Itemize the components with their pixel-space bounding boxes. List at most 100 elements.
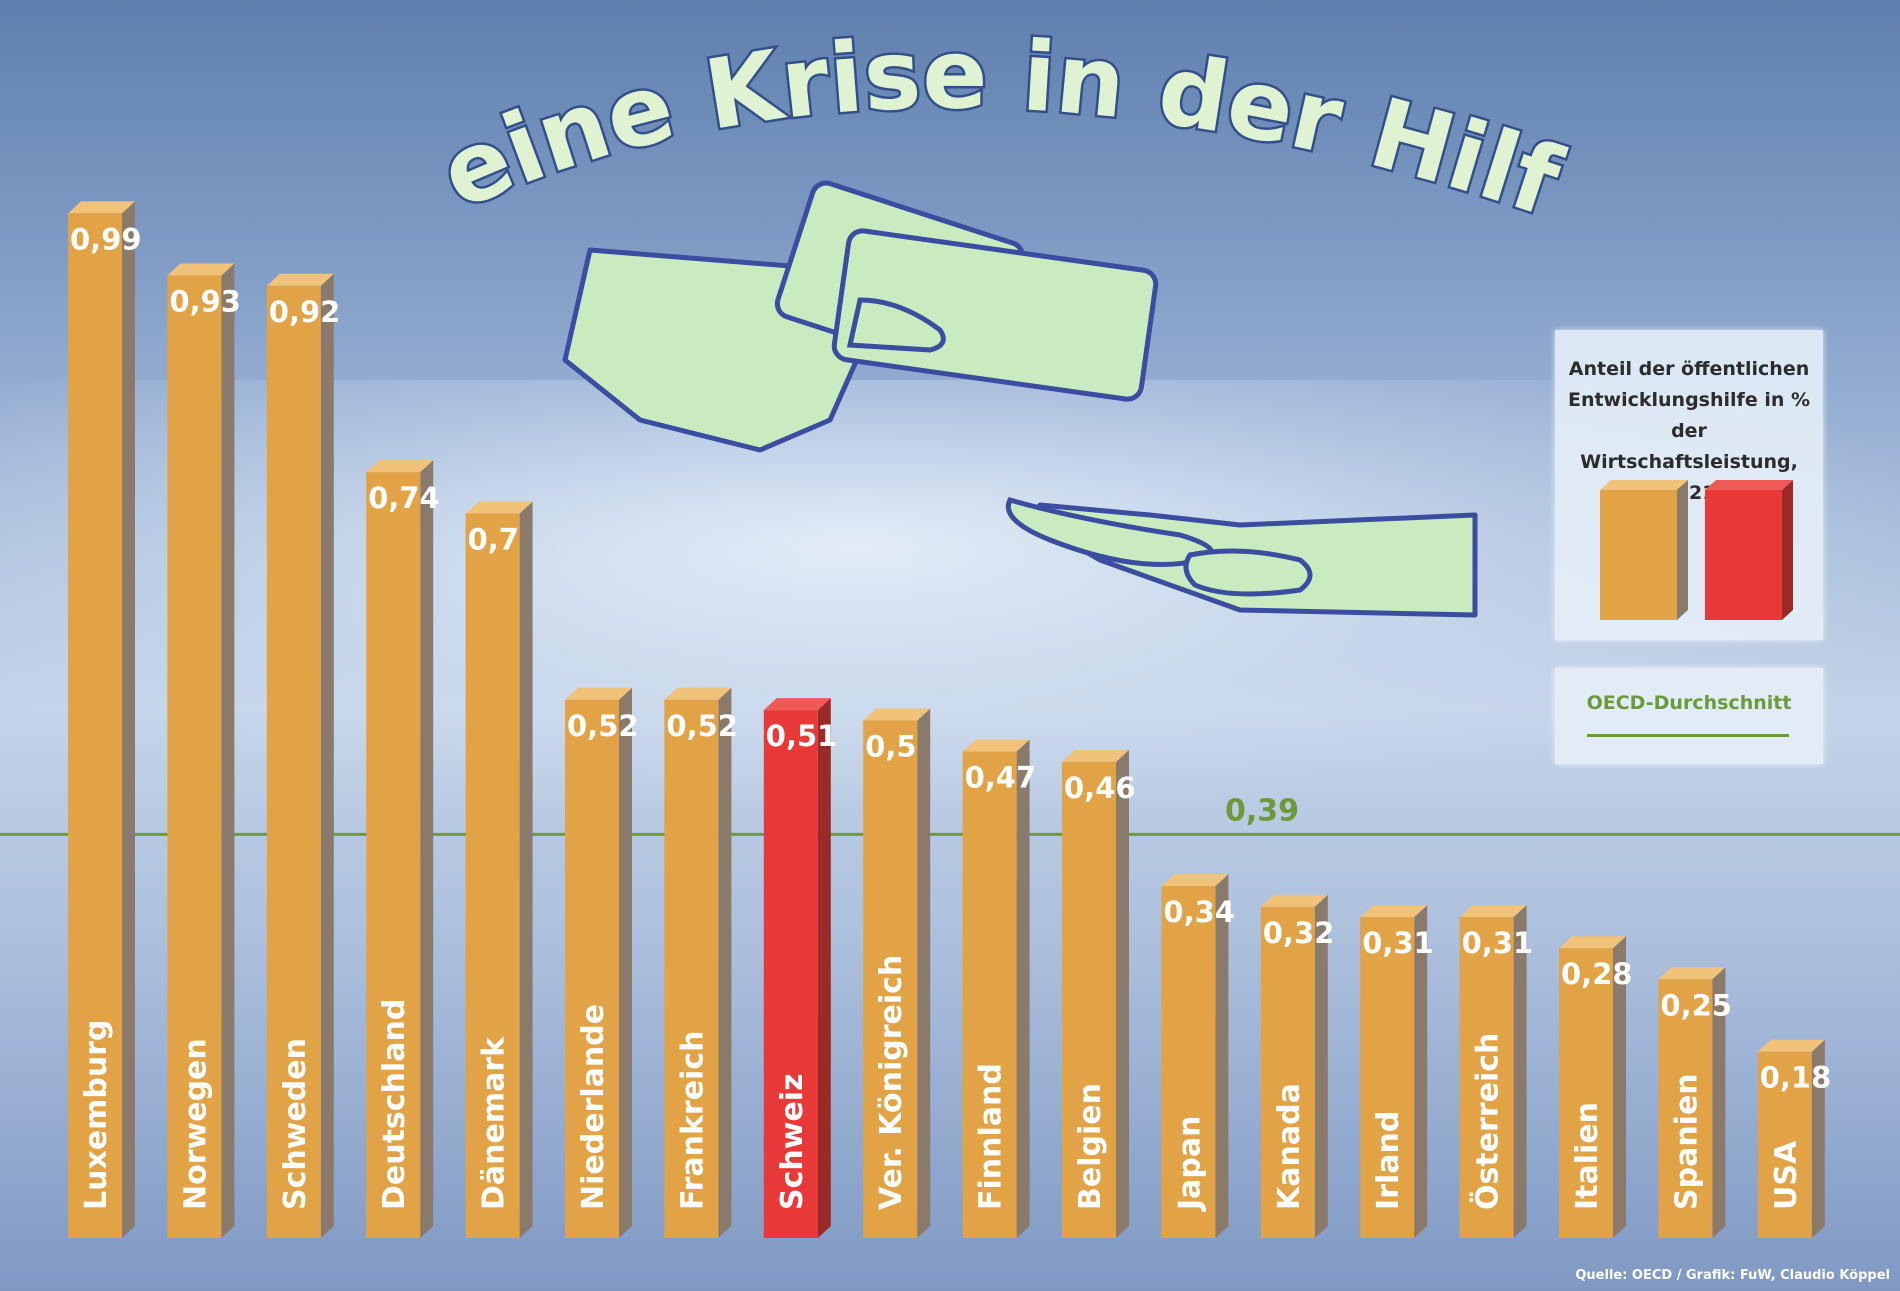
bar-category-label: Kanada [1272, 1083, 1307, 1210]
bar [1658, 967, 1726, 1238]
bar-front [68, 213, 122, 1239]
bar-front [863, 720, 918, 1238]
bar [664, 687, 732, 1238]
bar-value-label: 0,52 [666, 709, 738, 743]
bar-top [863, 708, 931, 721]
bar-side [1016, 739, 1030, 1238]
bar-top [1459, 905, 1527, 918]
bar-category-label: USA [1769, 1140, 1804, 1210]
legend-swatch-orange [1600, 480, 1688, 620]
bar-top [266, 273, 334, 286]
bar-front [1161, 886, 1216, 1238]
bar-category-label: Luxemburg [79, 1019, 114, 1210]
bar-front [465, 513, 520, 1238]
bar-category-label: Schweiz [775, 1073, 810, 1210]
bar-value-label: 0,74 [368, 481, 440, 515]
legend-average-label: OECD-Durchschnitt [1586, 692, 1792, 714]
bar-front [1658, 979, 1713, 1238]
bar-front [1459, 917, 1514, 1238]
bar [1062, 749, 1129, 1238]
bar-value-label: 0,46 [1064, 771, 1136, 805]
bar-value-label: 0,52 [567, 709, 639, 743]
bar-side [718, 687, 732, 1238]
bar-category-label: Niederlande [576, 1004, 611, 1210]
bar-side [1712, 967, 1726, 1238]
bar-top [465, 501, 533, 514]
bar-top [763, 698, 831, 711]
bar-value-label: 0,18 [1760, 1061, 1832, 1095]
bar [1459, 905, 1527, 1238]
bar-top [664, 687, 732, 700]
bar [1161, 874, 1229, 1238]
bar-side [1116, 749, 1129, 1238]
bar-front [1062, 761, 1116, 1238]
legend-average-line-sample [1587, 734, 1789, 737]
bar-front [565, 699, 619, 1238]
bar [1559, 936, 1626, 1238]
bar-top [1161, 874, 1229, 887]
bar-category-label: Japan [1172, 1116, 1207, 1212]
bar [266, 273, 334, 1238]
bar-side [1613, 936, 1626, 1238]
legend-swatches [1600, 480, 1793, 620]
bar-category-label: Belgien [1073, 1083, 1108, 1210]
bar-top [68, 201, 135, 214]
bar-front [1260, 906, 1315, 1238]
bar-front [266, 285, 321, 1238]
bar-value-label: 0,51 [766, 719, 838, 753]
bar-value-label: 0,25 [1660, 988, 1732, 1022]
bar-value-label: 0,93 [169, 284, 241, 318]
bar [465, 501, 533, 1238]
bar-category-label: Italien [1570, 1102, 1605, 1210]
bar-category-label: Deutschland [377, 999, 412, 1210]
bar-value-label: 0,7 [468, 523, 519, 557]
bar-value-label: 0,99 [70, 222, 142, 256]
bar-top [1360, 905, 1428, 918]
legend-box: Anteil der öffentlichen Entwicklungshilf… [1555, 330, 1823, 640]
bar-value-label: 0,92 [269, 295, 341, 329]
source-note: Quelle: OECD / Grafik: FuW, Claudio Köpp… [1575, 1268, 1890, 1283]
bar [1757, 1039, 1825, 1238]
bar-side [1513, 905, 1527, 1238]
bar [962, 739, 1030, 1238]
chart-title-text: Keine Krise in der Hilfe [0, 0, 1577, 241]
bar-side [817, 698, 831, 1238]
bar-front [763, 710, 818, 1238]
bar-category-label: Österreich [1469, 1033, 1506, 1210]
bar-value-label: 0,47 [965, 761, 1037, 795]
bar-category-label: Ver. Königreich [874, 955, 909, 1210]
bar-front [962, 751, 1017, 1238]
bar-front [366, 472, 421, 1239]
bar-category-label: Norwegen [178, 1038, 213, 1210]
legend-average-box: OECD-Durchschnitt [1555, 668, 1823, 764]
oecd-average-value: 0,39 [1225, 793, 1299, 828]
bar-front [167, 275, 222, 1238]
bar-side [320, 273, 334, 1238]
bar-side [519, 501, 533, 1238]
bar-category-label: Finnland [974, 1063, 1009, 1210]
bar-top [1757, 1039, 1825, 1052]
hands-money-icon [562, 180, 1478, 618]
bar-side [917, 708, 931, 1238]
chart-title: Keine Krise in der Hilfe [0, 0, 1577, 241]
bar [1260, 894, 1328, 1238]
bar-top [1658, 967, 1726, 980]
bar-top [1062, 749, 1129, 762]
bars-group: 0,99 Luxemburg 0,93 Norwegen 0,92 Schweden 0,7… [68, 201, 1832, 1239]
bar-value-label: 0,32 [1263, 916, 1335, 950]
bar-category-label: Frankreich [675, 1031, 710, 1211]
bar-value-label: 0,5 [865, 730, 916, 764]
svg-text:Keine Krise in der Hilfe: Keine Krise in der Hilfe [0, 0, 1574, 239]
bar [1360, 905, 1428, 1238]
legend-title-line: Entwicklungshilfe in % [1567, 389, 1811, 411]
bar-side [221, 263, 235, 1238]
bar-top [366, 460, 434, 473]
bar-top [167, 263, 235, 276]
bar [167, 263, 235, 1238]
bar [763, 698, 831, 1238]
bar-side [1215, 874, 1229, 1238]
bar-front [1559, 948, 1613, 1238]
legend-swatch-red [1705, 480, 1793, 620]
bar-side [1811, 1039, 1825, 1238]
